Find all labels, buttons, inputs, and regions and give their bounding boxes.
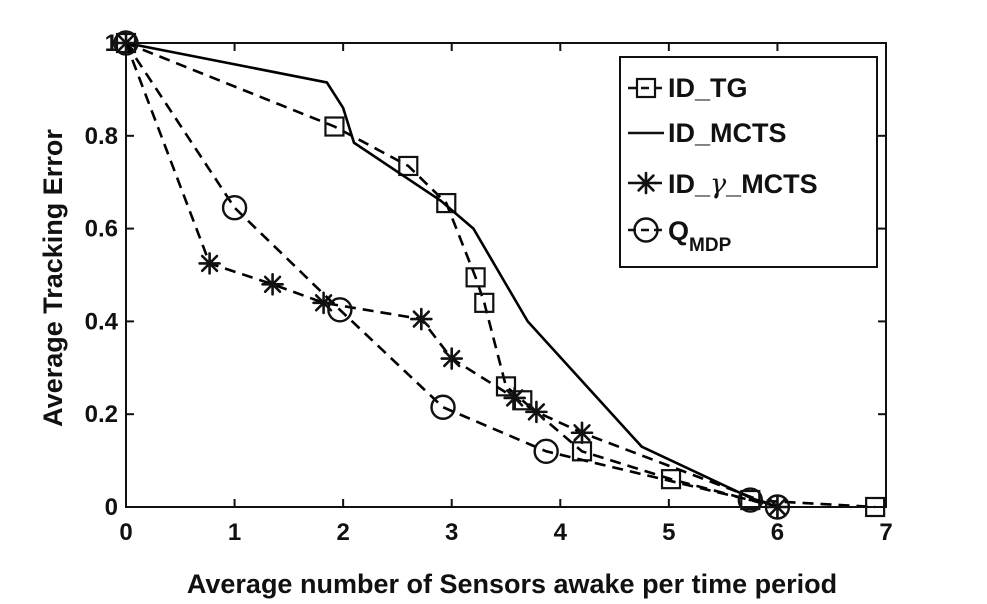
legend-marker-square [635, 77, 657, 99]
data-point-id-mcts [198, 252, 221, 275]
data-point-id-tg [398, 155, 419, 177]
legend-label-qmdp-main: Q [668, 216, 689, 246]
series-line-id-mcts [125, 41, 778, 509]
legend-label-id-gamma-mcts-rest: _MCTS [725, 169, 818, 199]
x-tick-label: 7 [879, 519, 892, 546]
series-line-id-mcts [124, 42, 778, 509]
data-point-id-tg [465, 267, 486, 288]
legend-box [619, 56, 878, 268]
legend: ID_TG ID_MCTS ID_γ_MCTS QMDP [619, 56, 878, 268]
series-id-mcts [125, 41, 778, 509]
x-tick-label: 3 [445, 519, 458, 546]
data-point-id-mcts [440, 347, 464, 370]
data-point-id-tg [474, 292, 495, 313]
legend-label-qmdp: QMDP [668, 216, 732, 256]
x-tick-label: 2 [336, 519, 349, 546]
legend-label-id-tg: ID_TG [668, 73, 748, 103]
x-tick-label: 4 [554, 519, 568, 546]
data-point-id-tg [660, 469, 682, 490]
x-axis-label: Average number of Sensors awake per time… [187, 569, 837, 599]
y-tick-label: 0.4 [85, 308, 119, 335]
legend-label-gamma: γ [710, 169, 727, 200]
data-point-id-tg [324, 116, 345, 137]
x-tick-label: 5 [662, 519, 675, 546]
legend-label-id-gamma-mcts: ID_γ_MCTS [668, 169, 818, 200]
y-axis-label: Average Tracking Error [38, 129, 68, 427]
y-tick-label: 0.6 [85, 216, 118, 243]
series-line-id-tg [125, 41, 876, 509]
data-point-id-mcts [525, 400, 548, 424]
y-tick-label: 0.2 [85, 401, 118, 428]
data-point-q-mdp [533, 438, 559, 465]
plot-frame [125, 42, 887, 508]
data-point-q-mdp [221, 195, 248, 221]
legend-marker-circle [633, 217, 659, 243]
y-tick-label: 1 [105, 30, 118, 57]
data-point-q-mdp [327, 297, 353, 323]
data-point-id-mcts [570, 421, 594, 445]
legend-entries [628, 77, 664, 243]
legend-label-qmdp-sub: MDP [689, 235, 732, 256]
legend-label-id-mcts: ID_MCTS [668, 118, 787, 148]
data-point-id-mcts [410, 307, 433, 331]
data-point-q-mdp [737, 487, 763, 513]
x-tick-label: 6 [771, 519, 784, 546]
y-tick-label: 0.8 [85, 123, 118, 150]
x-tick-label: 1 [228, 519, 241, 546]
data-point-id-mcts [503, 386, 526, 410]
legend-label-id-gamma-mcts-main: ID_ [668, 169, 711, 199]
data-point-id-mcts [261, 272, 284, 296]
data-point-id-tg [436, 192, 457, 214]
x-tick-label: 0 [119, 519, 132, 546]
legend-marker-asterisk [634, 171, 658, 195]
ticks-layer: 0 1 2 3 4 5 6 7 0 0.2 0.4 0.6 0.8 1 [85, 30, 893, 546]
y-tick-label: 0 [105, 494, 118, 521]
data-point-q-mdp [430, 394, 456, 420]
